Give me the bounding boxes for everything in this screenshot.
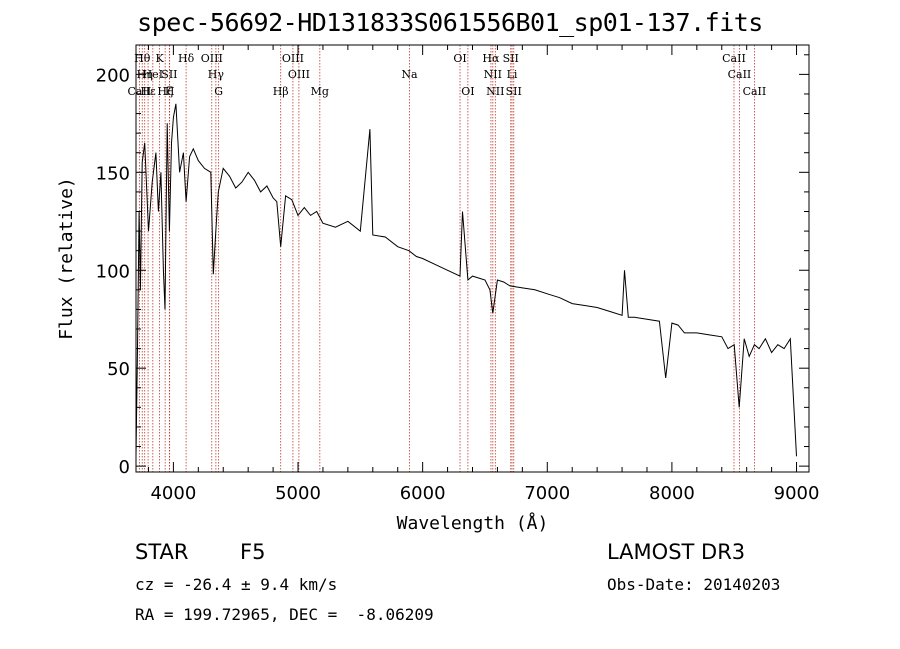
line-label-sii: SII bbox=[503, 52, 519, 65]
y-tick-label: 50 bbox=[107, 359, 130, 380]
line-label-hε: Hε bbox=[140, 85, 156, 98]
line-label-caii: CaII bbox=[728, 68, 752, 81]
x-tick-label: 7000 bbox=[524, 483, 570, 504]
chart-title: spec-56692-HD131833S061556B01_sp01-137.f… bbox=[137, 8, 763, 37]
x-tick-label: 9000 bbox=[774, 483, 820, 504]
coordinates-text: RA = 199.72965, DEC = -8.06209 bbox=[135, 605, 434, 624]
line-label-caii: CaII bbox=[128, 85, 152, 98]
plot-frame bbox=[135, 44, 810, 473]
y-tick-label: 150 bbox=[96, 163, 130, 184]
y-axis: 0 50 100 150 200 bbox=[96, 54, 809, 478]
spectrum-line bbox=[135, 103, 797, 457]
line-label-na: Na bbox=[401, 68, 418, 81]
y-tick-label: 0 bbox=[119, 457, 130, 478]
survey-name: LAMOST DR3 bbox=[607, 540, 746, 564]
line-label-g: G bbox=[214, 85, 223, 98]
line-label-sii: SII bbox=[506, 85, 522, 98]
subclass: F5 bbox=[240, 540, 266, 564]
line-label-hθ: Hθ bbox=[134, 52, 151, 65]
line-label-oi: OI bbox=[461, 85, 474, 98]
line-label-k: K bbox=[155, 52, 164, 65]
line-label-oiii: OIII bbox=[201, 52, 223, 65]
x-axis-label: Wavelength (Å) bbox=[397, 512, 549, 534]
line-label-hβ: Hβ bbox=[273, 85, 289, 98]
line-label-oiii: OIII bbox=[282, 52, 304, 65]
line-label-hα: Hα bbox=[482, 52, 500, 65]
line-label-li: Li bbox=[507, 68, 518, 81]
line-label-nii: NII bbox=[484, 68, 502, 81]
line-label-hγ: Hγ bbox=[208, 68, 225, 81]
line-label-sii: SII bbox=[161, 68, 177, 81]
y-tick-label: 200 bbox=[96, 65, 130, 86]
x-axis: 4000 5000 6000 7000 8000 9000 bbox=[147, 45, 820, 504]
line-label-hζ: Hζ bbox=[157, 85, 173, 98]
line-label-hδ: Hδ bbox=[178, 52, 195, 65]
x-tick-label: 8000 bbox=[649, 483, 695, 504]
line-label-nii: NII bbox=[486, 85, 504, 98]
line-label-caii: CaII bbox=[722, 52, 746, 65]
line-label-oiii: OIII bbox=[288, 68, 310, 81]
y-tick-label: 100 bbox=[96, 261, 130, 282]
object-class: STAR bbox=[135, 540, 189, 564]
line-label-mg: Mg bbox=[311, 85, 329, 98]
line-label-caii: CaII bbox=[743, 85, 767, 98]
x-tick-label: 5000 bbox=[275, 483, 321, 504]
line-label-h: H bbox=[165, 85, 175, 98]
y-axis-label: Flux (relative) bbox=[56, 177, 77, 340]
line-label-hei: HeI bbox=[143, 68, 163, 81]
obs-date-text: Obs-Date: 20140203 bbox=[607, 575, 781, 594]
redshift-text: cz = -26.4 ± 9.4 km/s bbox=[135, 575, 338, 594]
spectral-line-markers bbox=[138, 45, 755, 472]
x-tick-label: 4000 bbox=[150, 483, 196, 504]
x-tick-label: 6000 bbox=[400, 483, 446, 504]
line-label-oi: OI bbox=[453, 52, 466, 65]
